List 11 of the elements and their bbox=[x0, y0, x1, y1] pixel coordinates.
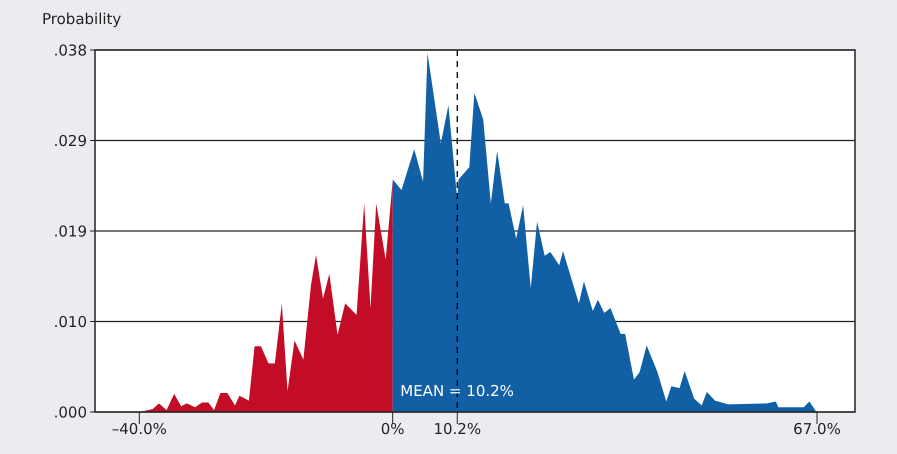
x-tick-label: –40.0% bbox=[112, 420, 167, 438]
y-tick-label: .038 bbox=[54, 41, 87, 60]
y-tick-label: .029 bbox=[54, 132, 87, 150]
y-tick-label: .010 bbox=[54, 312, 87, 331]
x-tick-label: 10.2% bbox=[433, 420, 482, 438]
y-tick-label: .019 bbox=[54, 222, 87, 240]
y-tick-label: .000 bbox=[54, 403, 87, 422]
x-tick-label: 67.0% bbox=[793, 420, 841, 438]
ref-line-label: MEAN = 10.2% bbox=[400, 382, 514, 400]
x-tick-label: 0% bbox=[380, 420, 405, 438]
y-axis-title: Probability bbox=[42, 10, 122, 28]
